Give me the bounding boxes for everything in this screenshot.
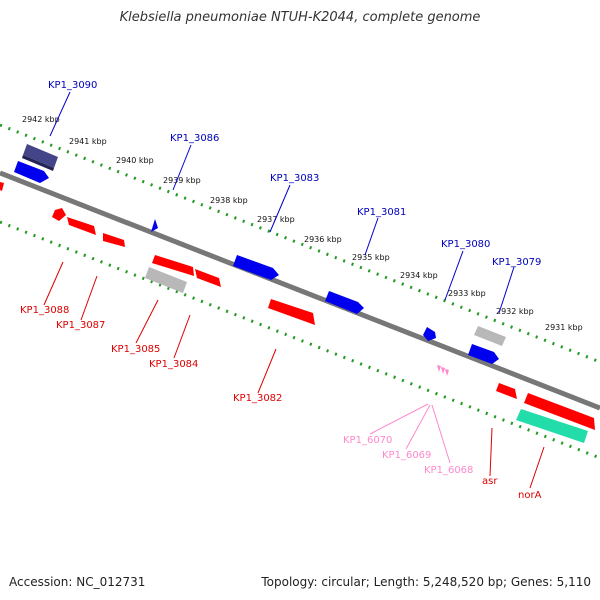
leader-kp1-3088 bbox=[43, 261, 64, 306]
forward-genes bbox=[14, 144, 506, 364]
leader-asr bbox=[489, 427, 493, 477]
scale-label: 2941 kbp bbox=[69, 137, 107, 146]
gene-label-text: KP1_3090 KP1_3086 KP1_3083 KP1_3081 KP1_… bbox=[20, 80, 542, 501]
gene-cyan[interactable] bbox=[516, 409, 588, 443]
gene-kp1-6068[interactable] bbox=[445, 369, 449, 376]
label-kp1-3082[interactable]: KP1_3082 bbox=[233, 393, 282, 404]
gene-kp1-3080[interactable] bbox=[423, 327, 436, 341]
reverse-genes bbox=[0, 182, 595, 443]
gene-kp1-3090-shade bbox=[22, 155, 54, 171]
label-nora[interactable]: norA bbox=[518, 490, 542, 501]
label-kp1-3085[interactable]: KP1_3085 bbox=[111, 344, 160, 355]
label-kp1-6069[interactable]: KP1_6069 bbox=[382, 450, 431, 461]
gene-kp1-3085[interactable] bbox=[152, 255, 194, 276]
label-kp1-3079[interactable]: KP1_3079 bbox=[492, 257, 541, 268]
gene-kp1-3079[interactable] bbox=[468, 344, 499, 364]
leader-kp1-3090 bbox=[49, 91, 71, 137]
leader-kp1-3086 bbox=[172, 144, 192, 191]
gene-red-edge[interactable] bbox=[0, 182, 4, 191]
leader-kp1-3083 bbox=[269, 184, 291, 233]
rna-genes bbox=[437, 365, 449, 376]
accession-text: Accession: NC_012731 bbox=[9, 575, 146, 589]
scale-label: 2940 kbp bbox=[116, 156, 154, 165]
leader-kp1-6068 bbox=[431, 404, 451, 464]
label-kp1-3087[interactable]: KP1_3087 bbox=[56, 320, 105, 331]
backbone-line bbox=[0, 170, 600, 411]
label-kp1-6068[interactable]: KP1_6068 bbox=[424, 465, 473, 476]
gene-nora[interactable] bbox=[524, 393, 595, 430]
gene-kp1-6070[interactable] bbox=[437, 365, 441, 372]
label-leaders bbox=[43, 91, 545, 489]
scale-label: 2932 kbp bbox=[496, 307, 534, 316]
scale-label: 2936 kbp bbox=[304, 235, 342, 244]
gene-kp1-3085-pseudo[interactable] bbox=[145, 267, 187, 293]
label-kp1-6070[interactable]: KP1_6070 bbox=[343, 435, 392, 446]
label-kp1-3080[interactable]: KP1_3080 bbox=[441, 239, 490, 250]
label-kp1-3084[interactable]: KP1_3084 bbox=[149, 359, 198, 370]
gene-kp1-3083[interactable] bbox=[233, 255, 279, 280]
scale-label: 2939 kbp bbox=[163, 176, 201, 185]
leader-kp1-3081 bbox=[364, 217, 379, 256]
gene-kp1-3084[interactable] bbox=[195, 269, 221, 287]
gene-asr[interactable] bbox=[496, 383, 517, 399]
gene-kp1-3088[interactable] bbox=[52, 208, 66, 221]
scale-label: 2938 kbp bbox=[210, 196, 248, 205]
leader-kp1-3082 bbox=[257, 348, 277, 394]
scale-label: 2942 kbp bbox=[22, 115, 60, 124]
gene-kp1-3087-b[interactable] bbox=[103, 233, 125, 247]
leader-kp1-3080 bbox=[444, 250, 464, 301]
label-kp1-3081[interactable]: KP1_3081 bbox=[357, 207, 406, 218]
leader-kp1-3085 bbox=[135, 299, 159, 344]
leader-kp1-3079 bbox=[498, 266, 515, 314]
leader-kp1-6069 bbox=[405, 404, 431, 450]
gene-kp1-3086[interactable] bbox=[151, 219, 158, 232]
label-kp1-3090[interactable]: KP1_3090 bbox=[48, 80, 97, 91]
gene-kp1-3087[interactable] bbox=[67, 217, 96, 235]
leader-kp1-6070 bbox=[369, 403, 429, 435]
gene-kp1-3079-pseudo[interactable] bbox=[474, 326, 506, 346]
gene-blue-1[interactable] bbox=[14, 161, 49, 183]
label-kp1-3083[interactable]: KP1_3083 bbox=[270, 173, 319, 184]
leader-kp1-3084 bbox=[173, 314, 191, 359]
gene-kp1-3090[interactable] bbox=[23, 144, 58, 168]
gene-kp1-6069[interactable] bbox=[441, 367, 445, 374]
scale-label: 2935 kbp bbox=[352, 253, 390, 262]
gene-kp1-3082[interactable] bbox=[268, 299, 315, 325]
scale-label: 2934 kbp bbox=[400, 271, 438, 280]
leader-kp1-3087 bbox=[80, 275, 98, 321]
scale-label: 2933 kbp bbox=[448, 289, 486, 298]
label-kp1-3088[interactable]: KP1_3088 bbox=[20, 305, 69, 316]
scale-labels: 2942 kbp 2941 kbp 2940 kbp 2939 kbp 2938… bbox=[22, 115, 583, 332]
gene-kp1-3081[interactable] bbox=[325, 291, 364, 314]
genome-summary-text: Topology: circular; Length: 5,248,520 bp… bbox=[261, 575, 591, 589]
label-kp1-3086[interactable]: KP1_3086 bbox=[170, 133, 219, 144]
leader-nora bbox=[529, 446, 545, 489]
map-title: Klebsiella pneumoniae NTUH-K2044, comple… bbox=[119, 10, 481, 25]
label-asr[interactable]: asr bbox=[482, 476, 498, 487]
scale-label: 2931 kbp bbox=[545, 323, 583, 332]
